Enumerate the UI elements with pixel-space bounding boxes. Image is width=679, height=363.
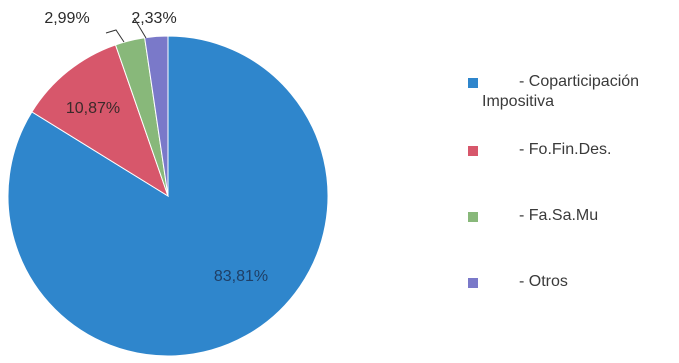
legend-label-coparticipacion-line1: - Coparticipación xyxy=(519,73,640,90)
pie-data-label-coparticipacion: 83,81% xyxy=(214,268,268,285)
pie-data-label-fasamu: 2,99% xyxy=(44,10,89,27)
legend-swatch-coparticipacion xyxy=(468,78,478,88)
legend-swatch-otros xyxy=(468,278,478,288)
pie-leader-line-fasamu xyxy=(105,29,125,43)
pie-data-label-fofindes: 10,87% xyxy=(66,100,120,117)
legend-label-fofindes: - Fo.Fin.Des. xyxy=(519,141,612,158)
legend-swatch-fasamu xyxy=(468,212,478,222)
pie-data-label-otros: 2,33% xyxy=(131,10,176,27)
legend-label-coparticipacion-line2: Impositiva xyxy=(482,93,555,110)
pie-slice-fofindes xyxy=(31,44,169,198)
pie-slice-otros xyxy=(144,35,169,197)
legend-label-fasamu: - Fa.Sa.Mu xyxy=(519,207,599,224)
legend-swatch-fofindes xyxy=(468,146,478,156)
pie-leader-line-otros xyxy=(133,17,147,39)
legend-label-otros: - Otros xyxy=(519,273,568,290)
